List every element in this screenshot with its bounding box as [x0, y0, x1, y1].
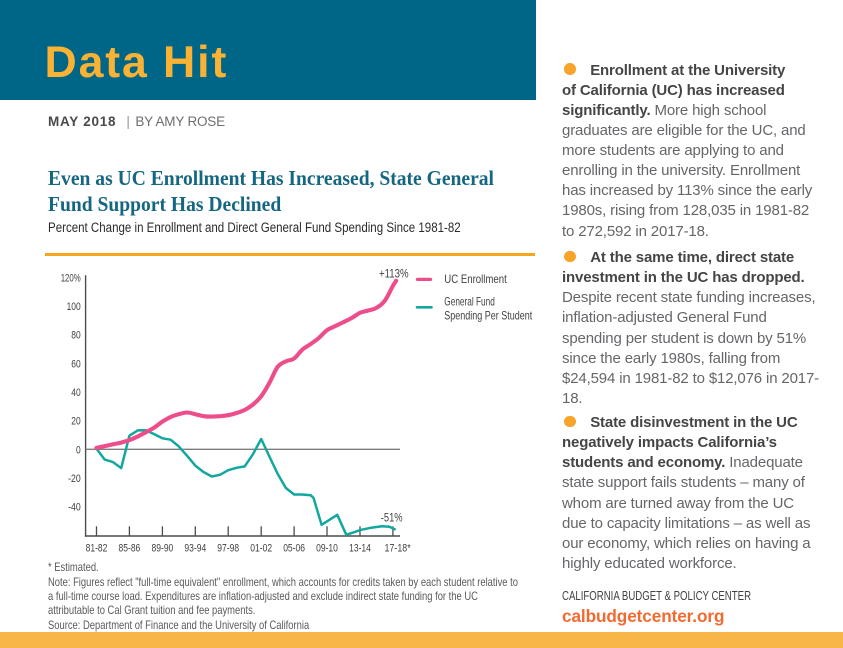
svg-text:93-94: 93-94 [184, 542, 206, 554]
svg-text:20: 20 [71, 416, 80, 428]
svg-text:05-06: 05-06 [283, 542, 305, 554]
svg-text:-40: -40 [68, 502, 81, 514]
svg-text:120%: 120% [61, 272, 81, 284]
svg-text:-20: -20 [68, 473, 81, 485]
svg-text:0: 0 [76, 444, 81, 456]
svg-text:89-90: 89-90 [152, 542, 174, 554]
svg-text:81-82: 81-82 [86, 542, 108, 554]
svg-text:97-98: 97-98 [217, 542, 239, 554]
svg-text:40: 40 [71, 387, 80, 399]
svg-text:+113%: +113% [379, 267, 409, 281]
svg-text:Spending Per Student: Spending Per Student [444, 309, 532, 323]
svg-text:09-10: 09-10 [316, 542, 338, 554]
svg-text:General Fund: General Fund [444, 294, 495, 308]
svg-text:-51%: -51% [381, 511, 403, 525]
svg-text:17-18*: 17-18* [385, 542, 412, 554]
svg-text:UC Enrollment: UC Enrollment [444, 272, 507, 286]
svg-text:01-02: 01-02 [250, 542, 272, 554]
svg-text:85-86: 85-86 [119, 542, 141, 554]
svg-text:80: 80 [71, 330, 80, 342]
svg-text:60: 60 [71, 358, 80, 370]
svg-text:100: 100 [67, 301, 81, 313]
svg-text:13-14: 13-14 [349, 542, 371, 554]
